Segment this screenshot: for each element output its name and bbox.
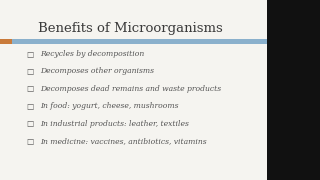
Text: In food: yogurt, cheese, mushrooms: In food: yogurt, cheese, mushrooms [40,102,179,110]
FancyBboxPatch shape [12,39,267,44]
FancyBboxPatch shape [0,0,267,180]
Text: In industrial products: leather, textiles: In industrial products: leather, textile… [40,120,189,128]
Text: □: □ [27,84,34,93]
Text: Decomposes dead remains and waste products: Decomposes dead remains and waste produc… [40,85,221,93]
Text: □: □ [27,102,34,111]
Text: □: □ [27,119,34,128]
Text: Decomposes other organisms: Decomposes other organisms [40,68,154,75]
Text: □: □ [27,50,34,59]
Text: In medicine: vaccines, antibiotics, vitamins: In medicine: vaccines, antibiotics, vita… [40,137,207,145]
Text: Recycles by decomposition: Recycles by decomposition [40,50,144,58]
Text: Benefits of Microorganisms: Benefits of Microorganisms [38,22,223,35]
FancyBboxPatch shape [0,39,12,44]
Text: □: □ [27,137,34,146]
Text: □: □ [27,67,34,76]
